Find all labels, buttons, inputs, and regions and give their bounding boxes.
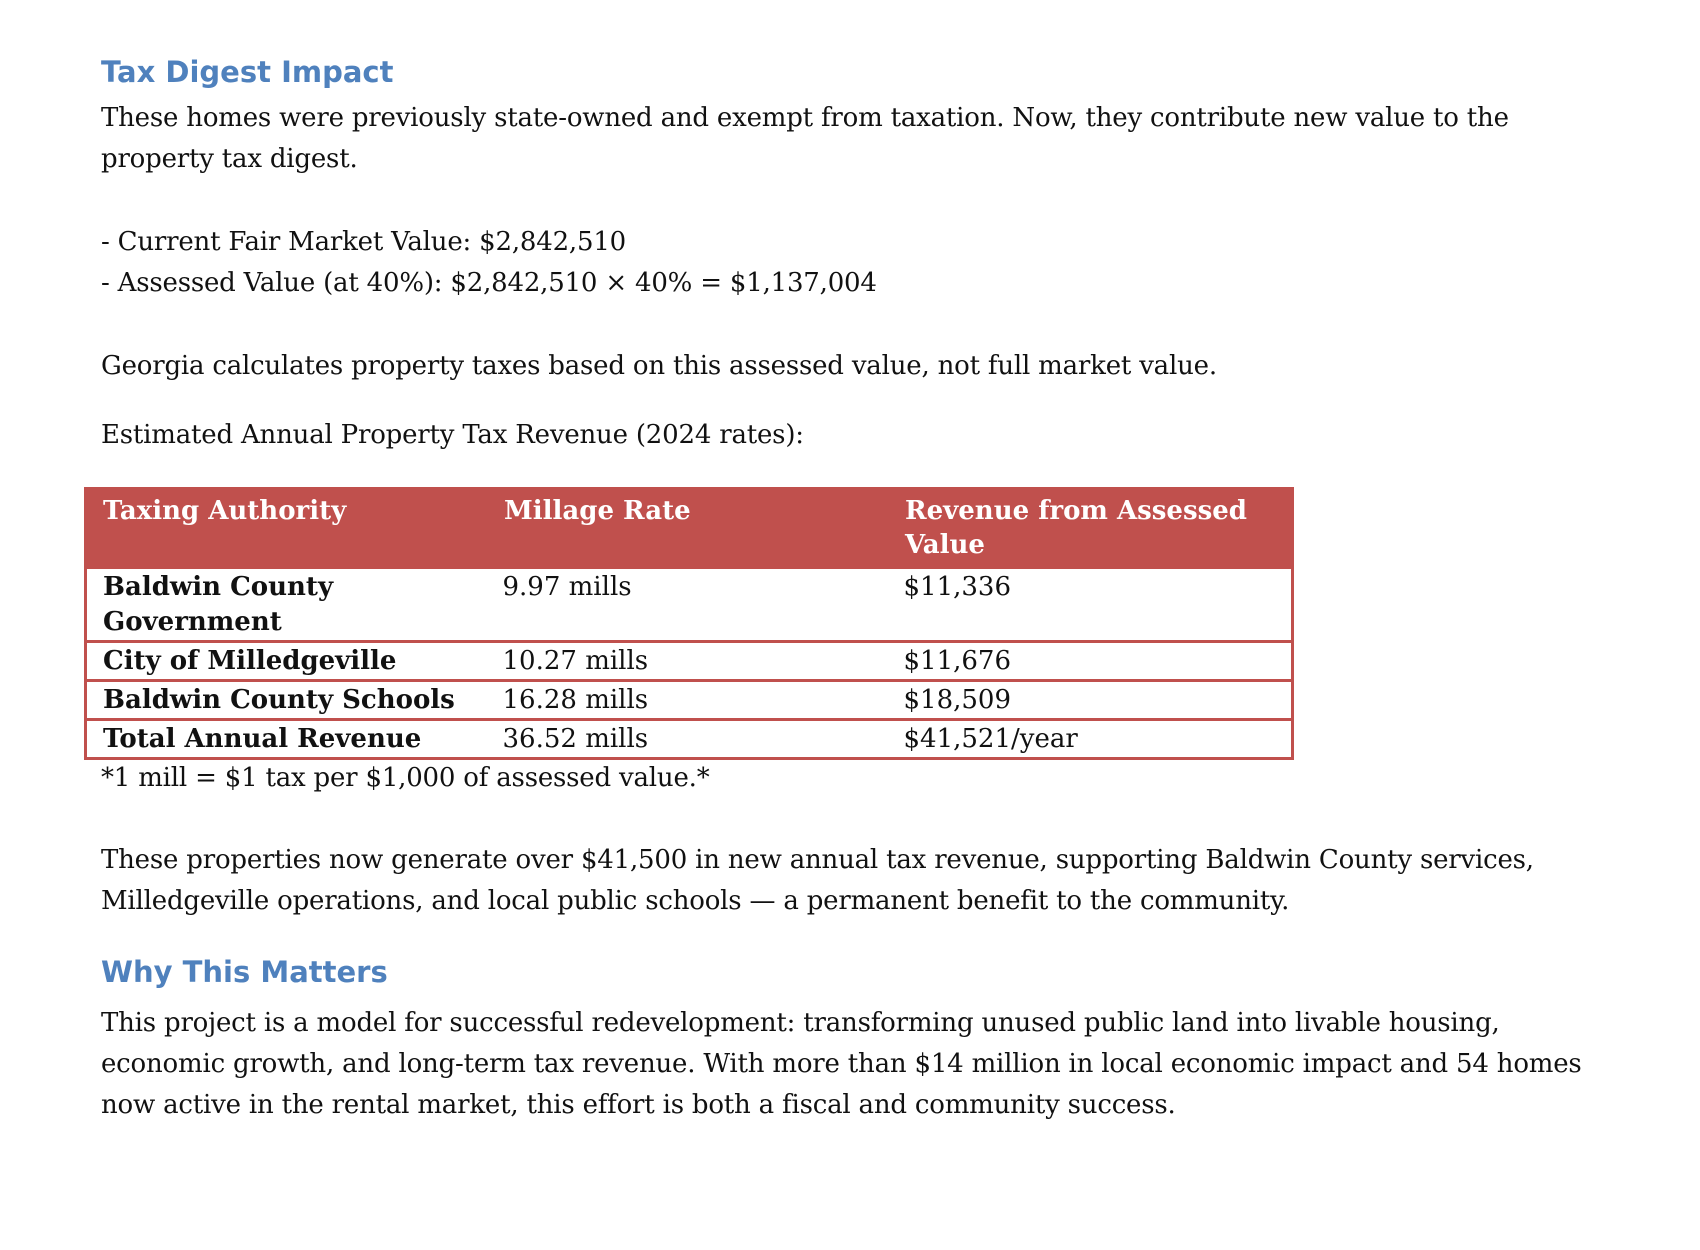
cell-authority: City of Milledgeville [84, 640, 487, 682]
cell-millage: 10.27 mills [486, 640, 888, 682]
estimate-label: Estimated Annual Property Tax Revenue (2… [101, 420, 804, 450]
table-header-row: Taxing Authority Millage Rate Revenue fr… [84, 487, 1294, 569]
tax-revenue-table: Taxing Authority Millage Rate Revenue fr… [84, 487, 1294, 760]
fair-market-value-item: - Current Fair Market Value: $2,842,510 [101, 227, 627, 257]
table-row: Baldwin County Government 9.97 mills $11… [84, 566, 1294, 643]
table-footnote: *1 mill = $1 tax per $1,000 of assessed … [101, 763, 710, 793]
table-row: Baldwin County Schools 16.28 mills $18,5… [84, 679, 1294, 721]
table-row: City of Milledgeville 10.27 mills $11,67… [84, 640, 1294, 682]
cell-revenue: $11,676 [887, 640, 1294, 682]
georgia-note: Georgia calculates property taxes based … [101, 351, 1217, 381]
table-total-row: Total Annual Revenue 36.52 mills $41,521… [84, 718, 1294, 760]
summary-line-2: Milledgeville operations, and local publ… [101, 886, 1290, 916]
intro-line-1: These homes were previously state-owned … [101, 103, 1509, 133]
section-heading-why-this-matters: Why This Matters [101, 955, 388, 989]
cell-millage: 36.52 mills [486, 718, 888, 760]
intro-line-2: property tax digest. [101, 144, 358, 174]
why-line-1: This project is a model for successful r… [101, 1008, 1500, 1038]
cell-authority: Baldwin County Schools [84, 679, 487, 721]
header-taxing-authority: Taxing Authority [84, 487, 488, 569]
summary-line-1: These properties now generate over $41,5… [101, 845, 1534, 875]
cell-authority: Total Annual Revenue [84, 718, 487, 760]
cell-revenue: $18,509 [887, 679, 1294, 721]
why-line-3: now active in the rental market, this ef… [101, 1090, 1176, 1120]
cell-millage: 9.97 mills [486, 566, 888, 643]
section-heading-tax-digest: Tax Digest Impact [101, 55, 394, 89]
cell-revenue: $11,336 [887, 566, 1294, 643]
why-line-2: economic growth, and long-term tax reven… [101, 1049, 1582, 1079]
cell-revenue: $41,521/year [887, 718, 1294, 760]
header-millage-rate: Millage Rate [485, 487, 889, 569]
cell-authority: Baldwin County Government [84, 566, 487, 643]
assessed-value-item: - Assessed Value (at 40%): $2,842,510 × … [101, 268, 877, 298]
header-revenue: Revenue from Assessed Value [886, 487, 1294, 569]
cell-millage: 16.28 mills [486, 679, 888, 721]
